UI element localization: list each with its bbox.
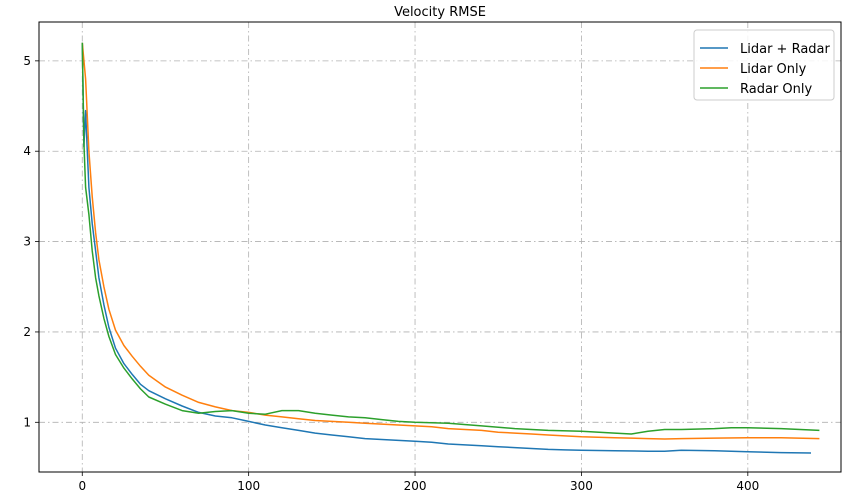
x-tick-label: 0 [78, 479, 86, 493]
x-tick-label: 200 [404, 479, 427, 493]
series-line-lidar-radar [81, 42, 812, 454]
y-tick-label: 3 [23, 235, 31, 249]
legend-label: Lidar + Radar [740, 42, 831, 57]
series-line-radar-only [81, 42, 820, 435]
y-tick-label: 1 [23, 415, 31, 429]
x-tick-label: 400 [736, 479, 759, 493]
legend-label: Lidar Only [740, 62, 807, 77]
x-tick-label: 300 [570, 479, 593, 493]
y-tick-label: 4 [23, 144, 31, 158]
y-tick-label: 2 [23, 325, 31, 339]
chart-title: Velocity RMSE [394, 5, 486, 20]
ticks: 0 100 200 300 400 1 2 3 4 5 [23, 54, 759, 493]
series-line-lidar-only [81, 42, 820, 440]
legend-frame [693, 29, 835, 101]
plot-frame [38, 21, 842, 473]
legend-label: Radar Only [740, 82, 812, 97]
y-tick-label: 5 [23, 54, 31, 68]
legend: Lidar + Radar Lidar Only Radar Only [693, 29, 835, 101]
series-group [81, 42, 820, 454]
x-tick-label: 100 [237, 479, 260, 493]
